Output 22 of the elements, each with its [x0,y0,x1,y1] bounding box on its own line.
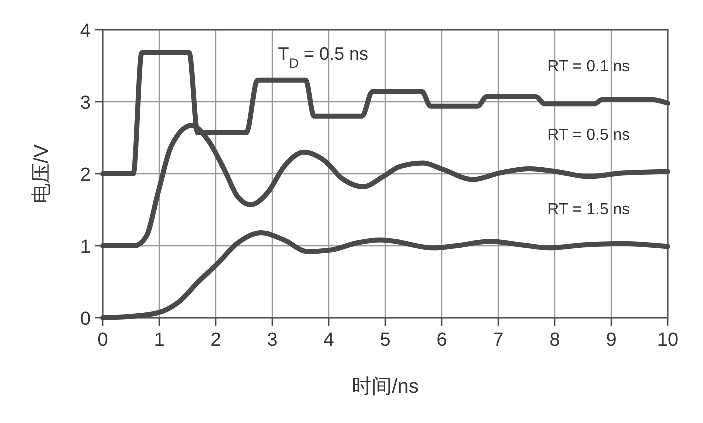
x-tick-label: 6 [436,330,448,351]
y-tick-label: 4 [80,21,92,42]
y-tick-label: 1 [80,237,91,258]
series-label: RT = 0.5 ns [548,126,630,144]
x-tick-label: 3 [267,330,278,351]
series-label: RT = 1.5 ns [548,202,630,219]
y-tick-label: 0 [80,309,91,330]
annotation: T$_{D}$ = 0.5 ns [278,44,369,70]
x-tick-label: 7 [493,330,504,351]
y-tick-label: 2 [80,165,91,186]
x-tick-label: 9 [606,330,617,351]
x-tick-label: 4 [324,330,335,351]
x-tick-label: 2 [210,330,222,351]
x-tick-label: 1 [154,330,165,351]
y-tick-label: 3 [80,93,91,114]
x-tick-label: 0 [98,330,108,351]
x-axis-title: 时间/ns [352,376,419,398]
x-tick-label: 5 [380,330,391,351]
x-tick-label: 8 [550,330,560,351]
series-label: RT = 0.1 ns [548,58,630,76]
y-axis-title: 电压/V [31,144,53,204]
x-tick-label: 10 [657,330,679,351]
